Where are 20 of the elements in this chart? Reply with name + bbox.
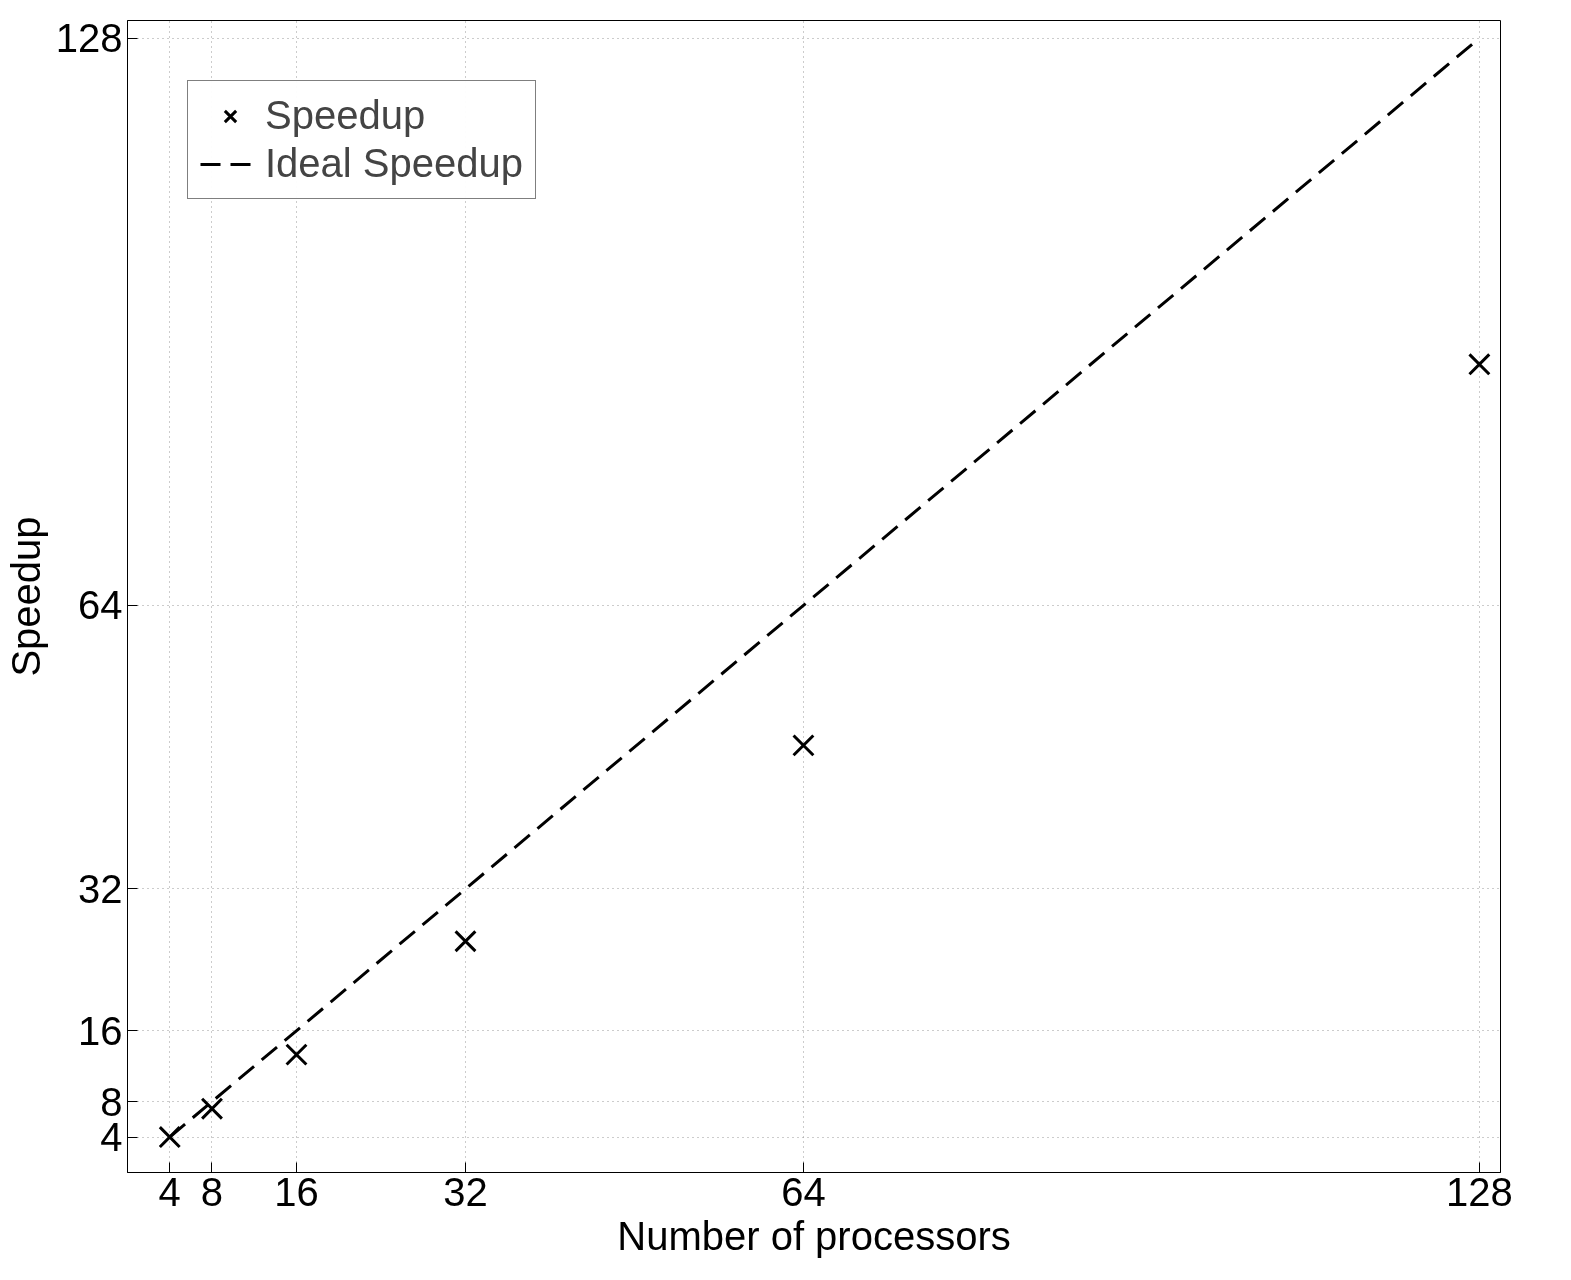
x-tick-label: 8	[200, 1169, 224, 1214]
x-tick-label: 16	[274, 1169, 319, 1214]
legend-label: Speedup	[265, 93, 426, 138]
legend-label: Ideal Speedup	[265, 141, 524, 186]
y-tick-label: 16	[78, 1008, 123, 1053]
point	[1467, 352, 1491, 376]
point	[454, 929, 477, 953]
y-axis-title: Speedup	[3, 516, 48, 677]
x-tick-label: 64	[781, 1169, 826, 1214]
point	[792, 733, 815, 757]
point	[200, 1097, 224, 1121]
x-tick-label: 32	[443, 1169, 488, 1214]
x-axis-title: Number of processors	[617, 1213, 1011, 1258]
point	[285, 1043, 308, 1067]
x-tick-label: 128	[1446, 1169, 1513, 1214]
y-tick-label: 64	[78, 583, 123, 628]
point	[158, 1125, 182, 1149]
x-tick-label: 4	[158, 1169, 181, 1214]
y-tick-label: 32	[78, 866, 123, 911]
y-tick-label: 128	[55, 16, 123, 61]
